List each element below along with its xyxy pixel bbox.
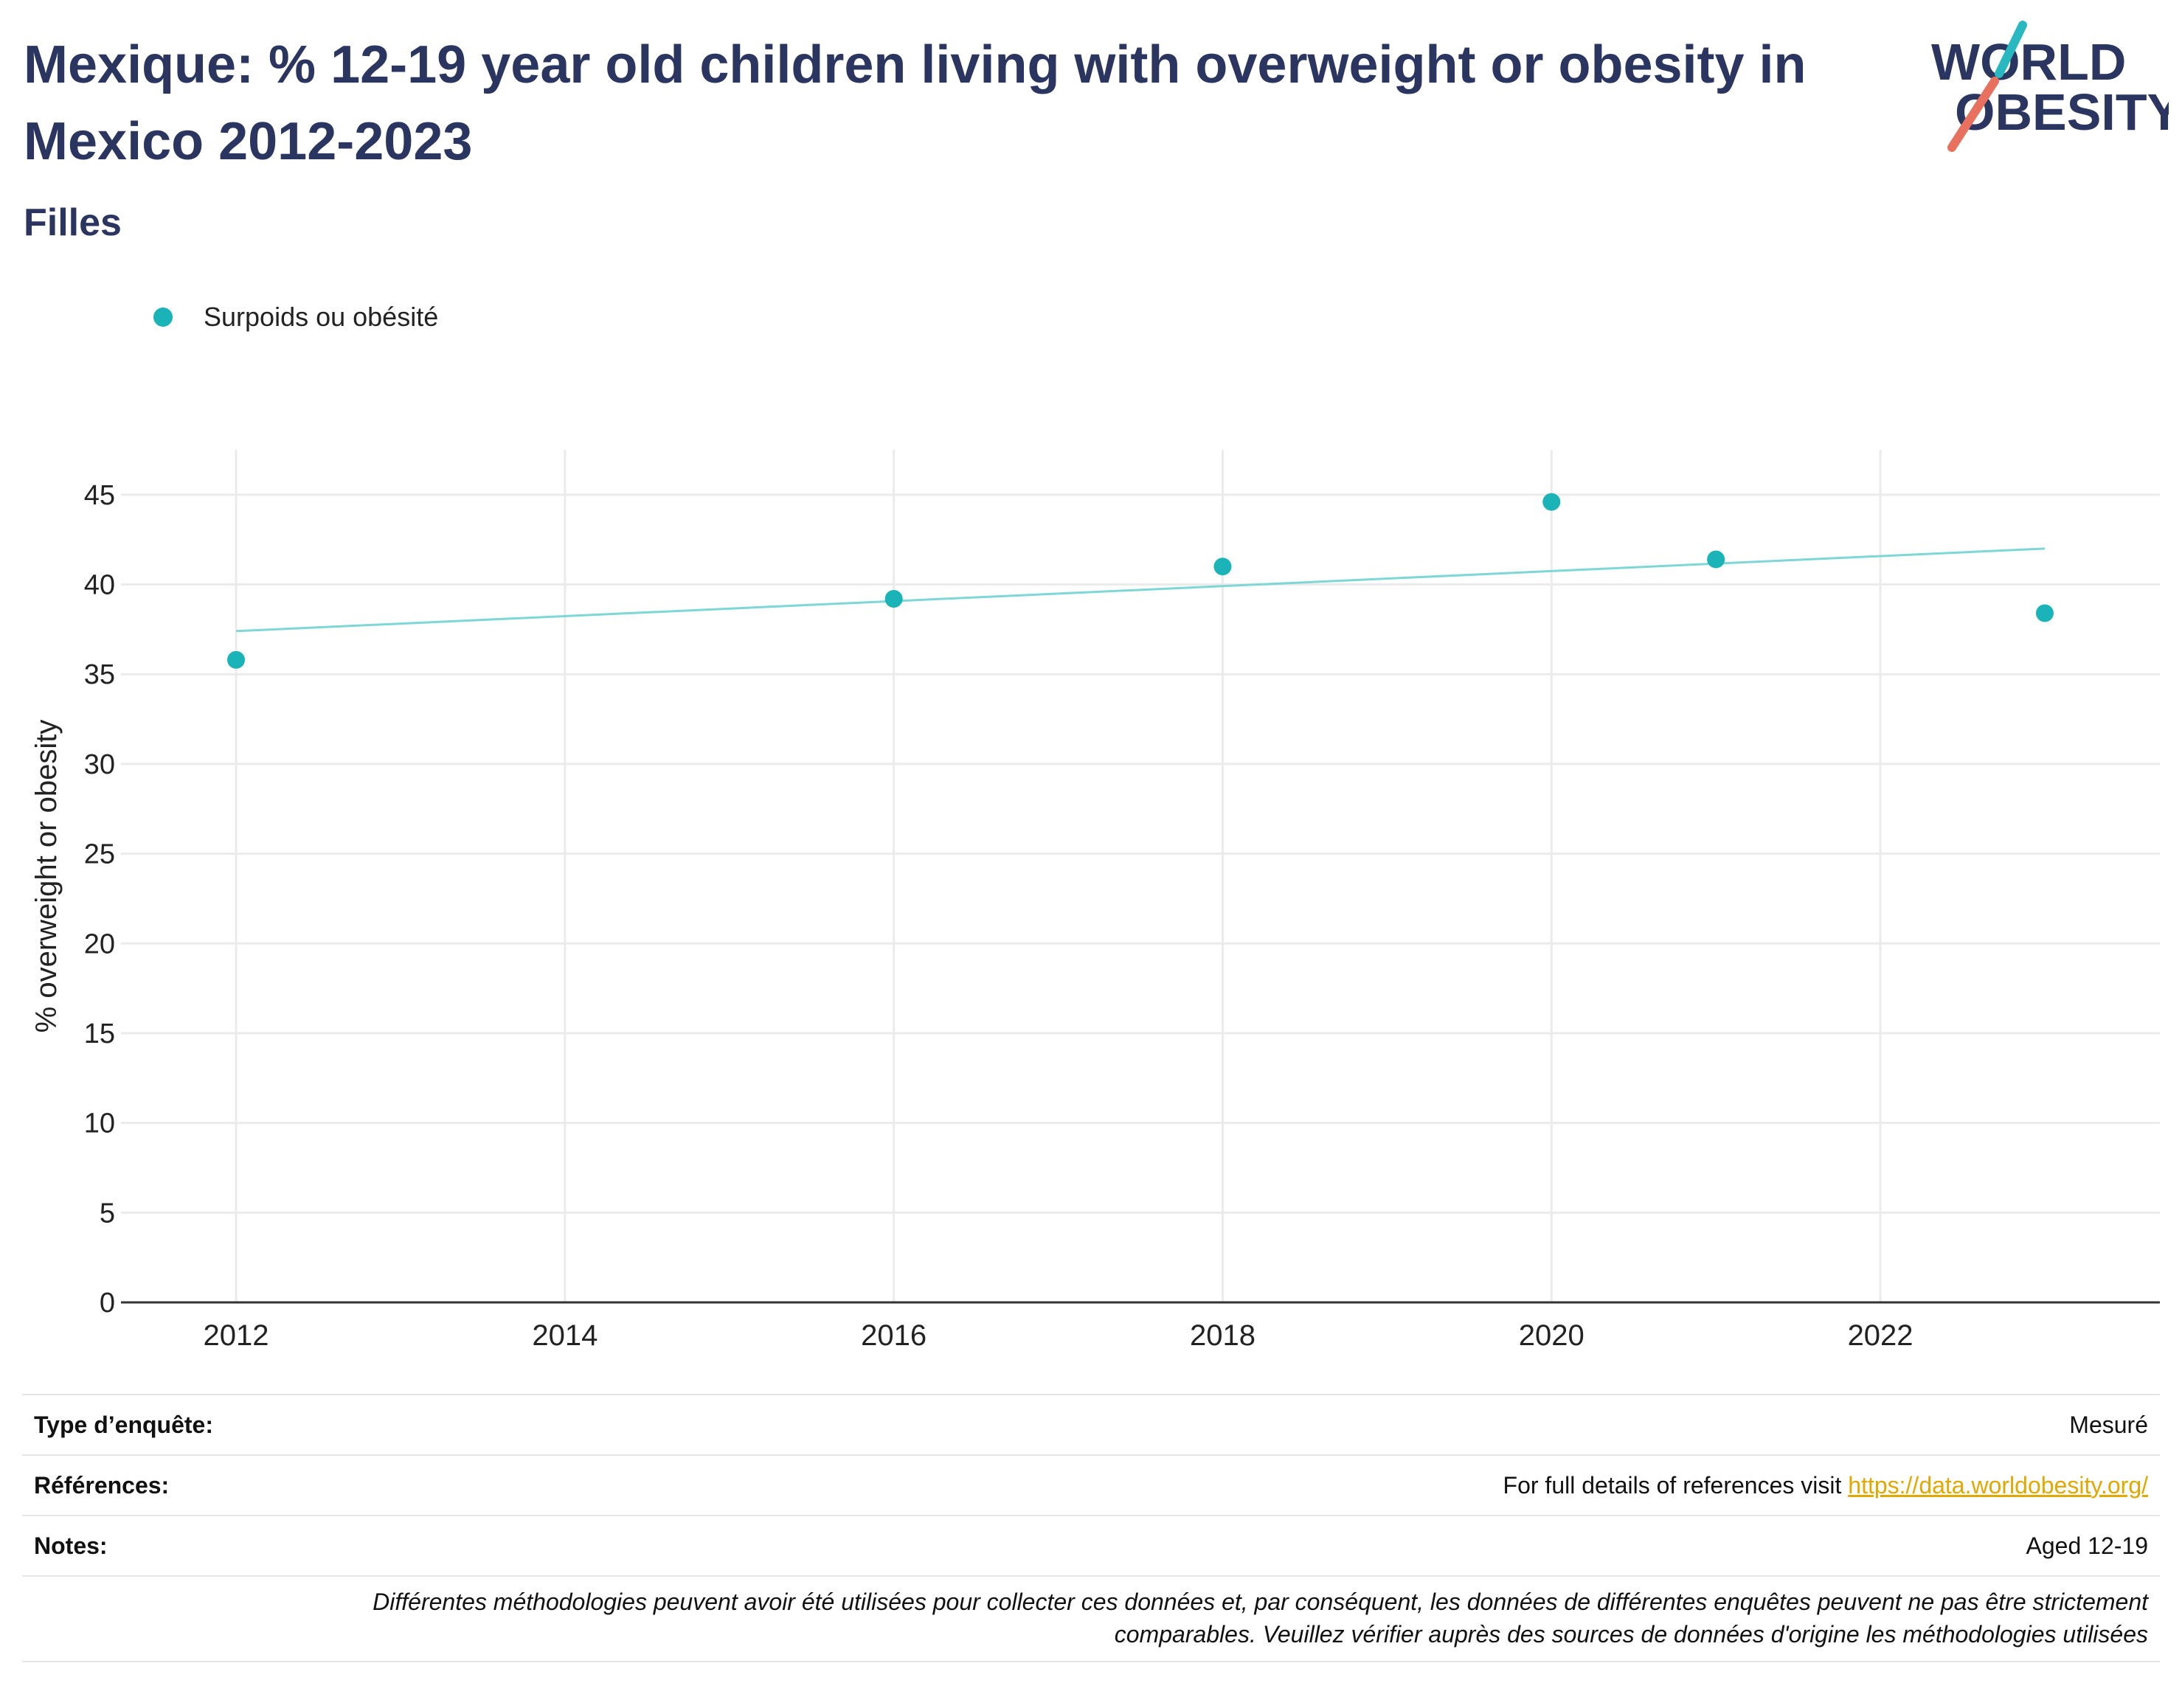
info-row-survey-type: Type d’enquête: Mesuré [22,1394,2160,1454]
y-tick-label: 25 [84,839,115,870]
methodology-disclaimer: Différentes méthodologies peuvent avoir … [22,1575,2160,1662]
data-point[interactable] [884,589,903,608]
legend-label: Surpoids ou obésité [204,302,439,332]
scatter-chart: 0 5 10 15 20 25 30 35 40 45 2012 2014 2016 2018 2020 20… [30,450,2160,1352]
trend-line [235,547,2046,633]
x-tick-label: 2014 [532,1319,598,1352]
info-row-notes: Notes: Aged 12-19 [22,1515,2160,1575]
y-tick-label: 35 [84,659,115,690]
grid-layer [121,450,2160,1302]
data-point[interactable] [1213,558,1232,576]
point-layer [227,493,2054,669]
references-text: For full details of references visit [1503,1471,1849,1499]
logo-slash-teal [1995,21,2027,78]
y-tick-label: 10 [84,1108,115,1139]
y-tick-label: 45 [84,480,115,511]
x-tick-label: 2020 [1519,1319,1584,1352]
y-tick-label: 15 [84,1018,115,1049]
references-link[interactable]: https://data.worldobesity.org/ [1848,1471,2148,1499]
legend[interactable]: Surpoids ou obésité [153,295,438,339]
info-key-references: Références: [34,1471,170,1499]
chart-subtitle: Filles [24,201,122,244]
info-value-notes: Aged 12-19 [2026,1532,2148,1559]
y-axis-label: % overweight or obesity [30,720,63,1033]
info-value-references: For full details of references visit htt… [1503,1472,2148,1499]
x-tick-label: 2022 [1848,1319,1913,1352]
data-point[interactable] [227,650,246,669]
x-tick-label: 2018 [1190,1319,1255,1352]
trend-layer [235,547,2046,633]
world-obesity-logo: WORLD OBESITY [1931,21,2169,152]
data-point[interactable] [2035,604,2054,622]
data-point[interactable] [1707,550,1725,569]
logo-slash-coral [1947,77,1999,152]
info-value-survey-type: Mesuré [2069,1411,2148,1438]
info-key-notes: Notes: [34,1532,108,1559]
y-tick-label: 5 [100,1198,115,1229]
x-tick-label: 2012 [204,1319,269,1352]
disclaimer-line-1: Différentes méthodologies peuvent avoir … [373,1589,2148,1615]
legend-marker [153,308,173,327]
axis-layer: 0 5 10 15 20 25 30 35 40 45 2012 2014 2016 2018 2020 20… [30,480,2160,1352]
info-table: Type d’enquête: Mesuré Références: For f… [22,1394,2160,1662]
y-tick-label: 20 [84,928,115,959]
data-point[interactable] [1542,493,1561,511]
info-row-references: Références: For full details of referenc… [22,1454,2160,1515]
y-tick-label: 30 [84,749,115,780]
y-tick-label: 40 [84,570,115,601]
disclaimer-line-2: comparables. Veuillez vérifier auprès de… [1114,1621,2148,1648]
logo-text-world: WORLD [1931,33,2126,91]
y-tick-label: 0 [100,1288,115,1319]
chart-title: Mexique: % 12-19 year old children livin… [24,35,1807,171]
x-tick-label: 2016 [861,1319,927,1352]
info-key-survey-type: Type d’enquête: [34,1411,213,1438]
